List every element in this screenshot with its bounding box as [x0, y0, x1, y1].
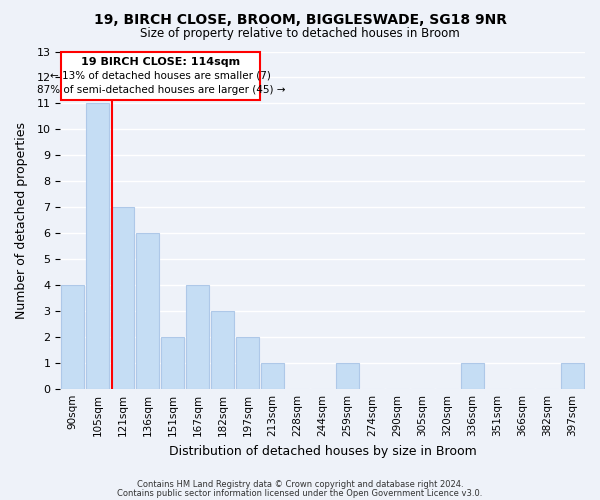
Bar — [161, 337, 184, 389]
Bar — [461, 363, 484, 389]
Bar — [211, 312, 234, 389]
Bar — [337, 363, 359, 389]
Bar — [236, 337, 259, 389]
Bar — [61, 286, 84, 389]
Y-axis label: Number of detached properties: Number of detached properties — [15, 122, 28, 319]
Bar — [561, 363, 584, 389]
X-axis label: Distribution of detached houses by size in Broom: Distribution of detached houses by size … — [169, 444, 476, 458]
Bar — [136, 234, 159, 389]
Bar — [112, 208, 134, 389]
Text: 19 BIRCH CLOSE: 114sqm: 19 BIRCH CLOSE: 114sqm — [81, 57, 241, 67]
Bar — [86, 104, 109, 389]
Text: 87% of semi-detached houses are larger (45) →: 87% of semi-detached houses are larger (… — [37, 85, 285, 95]
Text: Contains public sector information licensed under the Open Government Licence v3: Contains public sector information licen… — [118, 488, 482, 498]
Text: Size of property relative to detached houses in Broom: Size of property relative to detached ho… — [140, 28, 460, 40]
Bar — [262, 363, 284, 389]
Text: 19, BIRCH CLOSE, BROOM, BIGGLESWADE, SG18 9NR: 19, BIRCH CLOSE, BROOM, BIGGLESWADE, SG1… — [94, 12, 506, 26]
FancyBboxPatch shape — [61, 52, 260, 100]
Bar — [187, 286, 209, 389]
Text: ← 13% of detached houses are smaller (7): ← 13% of detached houses are smaller (7) — [50, 70, 271, 81]
Text: Contains HM Land Registry data © Crown copyright and database right 2024.: Contains HM Land Registry data © Crown c… — [137, 480, 463, 489]
